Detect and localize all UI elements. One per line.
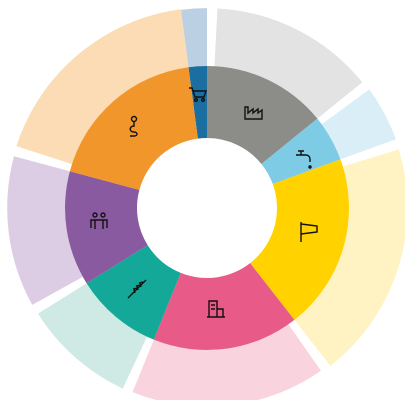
outer-segment [38, 283, 147, 389]
building-icon [207, 300, 225, 318]
icons [90, 87, 318, 318]
segment [188, 66, 207, 139]
outer-segment [16, 9, 189, 165]
outer-segment [321, 89, 396, 160]
outer-segment [214, 8, 363, 119]
person-icon [129, 115, 138, 137]
people-icon [90, 212, 108, 229]
cart-icon [189, 87, 207, 102]
outer-segment [180, 8, 207, 68]
segments [7, 8, 405, 400]
factory-icon [244, 106, 263, 120]
outer-segment [132, 324, 321, 400]
outer-segment [7, 156, 83, 305]
tap-icon [296, 150, 312, 169]
windsock-icon [300, 222, 318, 242]
outer-segment [294, 149, 405, 366]
segment [250, 159, 349, 320]
segment [69, 67, 198, 190]
segment [153, 263, 295, 350]
wheat-icon [127, 279, 147, 299]
